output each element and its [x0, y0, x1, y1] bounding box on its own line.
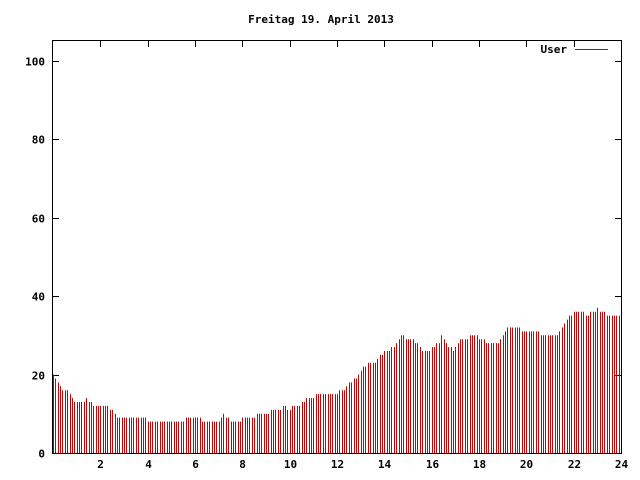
y-tick-label: 60 [32, 213, 45, 226]
plot-frame [52, 40, 622, 454]
x-tick-label: 18 [473, 458, 486, 471]
x-tick-label: 6 [192, 458, 199, 471]
y-axis-tick-labels: 0 20 40 60 80 100 [25, 56, 45, 461]
x-axis-tick-labels: 2 4 6 8 10 12 14 16 18 20 22 24 [97, 458, 628, 471]
x-tick-label: 2 [97, 458, 104, 471]
y-tick-label: 20 [32, 370, 45, 383]
y-tick-label: 0 [38, 448, 45, 461]
y-tick-label: 80 [32, 134, 45, 147]
x-tick-label: 12 [331, 458, 344, 471]
chart-title: Freitag 19. April 2013 [248, 13, 394, 26]
y-tick-label: 100 [25, 56, 45, 69]
y-tick-label: 40 [32, 291, 45, 304]
x-tick-label: 24 [615, 458, 629, 471]
x-tick-label: 4 [145, 458, 152, 471]
x-tick-label: 16 [426, 458, 440, 471]
x-tick-label: 8 [239, 458, 246, 471]
bar-series-user [53, 307, 622, 453]
x-tick-label: 14 [378, 458, 392, 471]
x-tick-label: 10 [284, 458, 297, 471]
x-tick-label: 22 [568, 458, 581, 471]
legend: User [541, 43, 608, 56]
x-tick-label: 20 [520, 458, 533, 471]
legend-label-user: User [541, 43, 568, 56]
